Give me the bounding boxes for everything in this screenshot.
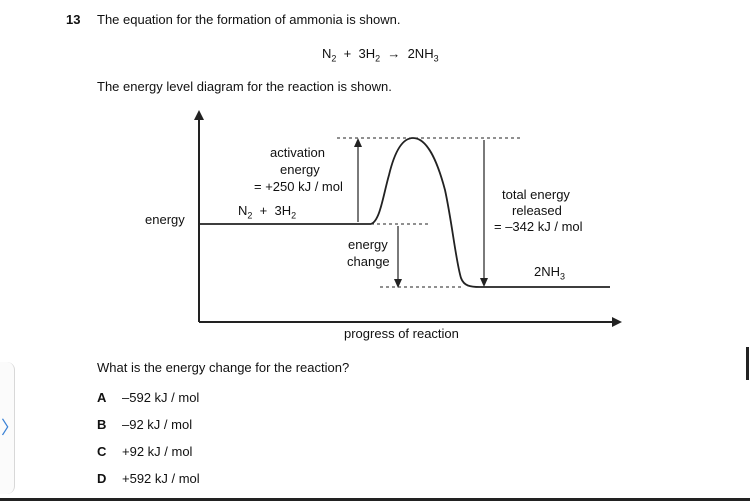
energy-change-label-line2: change [347, 254, 390, 269]
eq-product-sub: 3 [433, 53, 439, 64]
scroll-indicator[interactable] [746, 347, 749, 380]
y-axis-arrowhead [194, 110, 204, 120]
option-text: –592 kJ / mol [122, 390, 200, 405]
eq-reactant1: N [322, 46, 332, 61]
x-axis-label: progress of reaction [344, 326, 459, 341]
product-label: 2NH3 [534, 264, 566, 282]
option-text: +592 kJ / mol [122, 471, 200, 486]
total-energy-label-line3: = –342 kJ / mol [494, 219, 583, 234]
total-energy-label-line1: total energy [502, 187, 570, 202]
option-text: –92 kJ / mol [122, 417, 193, 432]
activation-label-line3: = +250 kJ / mol [254, 179, 343, 194]
reaction-equation: N2 + 3H2 → 2NH3 [322, 46, 439, 67]
option-text: +92 kJ / mol [122, 444, 193, 459]
total-energy-label-line2: released [512, 203, 562, 218]
question-stem: The equation for the formation of ammoni… [97, 12, 401, 27]
diagram-intro: The energy level diagram for the reactio… [97, 79, 392, 94]
question-prompt: What is the energy change for the reacti… [97, 360, 350, 375]
question-number: 13 [66, 12, 81, 27]
eq-plus: + [343, 46, 352, 61]
option-letter: D [97, 471, 107, 486]
option-letter: B [97, 417, 107, 432]
option-letter: C [97, 444, 107, 459]
eq-reactant2: 3H [358, 46, 376, 61]
energy-change-arrowhead [394, 279, 402, 288]
total-energy-arrowhead [480, 278, 488, 287]
page-bottom-border [0, 498, 750, 501]
eq-reactant2-sub: 2 [375, 53, 381, 64]
side-panel-tab[interactable] [0, 362, 15, 494]
activation-label-line2: energy [280, 162, 320, 177]
eq-reactant1-sub: 2 [331, 53, 337, 64]
eq-product: 2NH [407, 46, 434, 61]
reactants-label: N2 + 3H2 [238, 203, 297, 221]
chevron-right-icon[interactable]: 〉 [1, 418, 19, 438]
energy-change-label-line1: energy [348, 237, 388, 252]
option-letter: A [97, 390, 107, 405]
activation-arrowhead [354, 138, 362, 147]
activation-label-line1: activation [270, 145, 325, 160]
energy-curve [370, 137, 610, 288]
y-axis-label: energy [145, 212, 185, 227]
eq-arrow: → [387, 46, 401, 61]
x-axis-arrowhead [612, 317, 622, 327]
